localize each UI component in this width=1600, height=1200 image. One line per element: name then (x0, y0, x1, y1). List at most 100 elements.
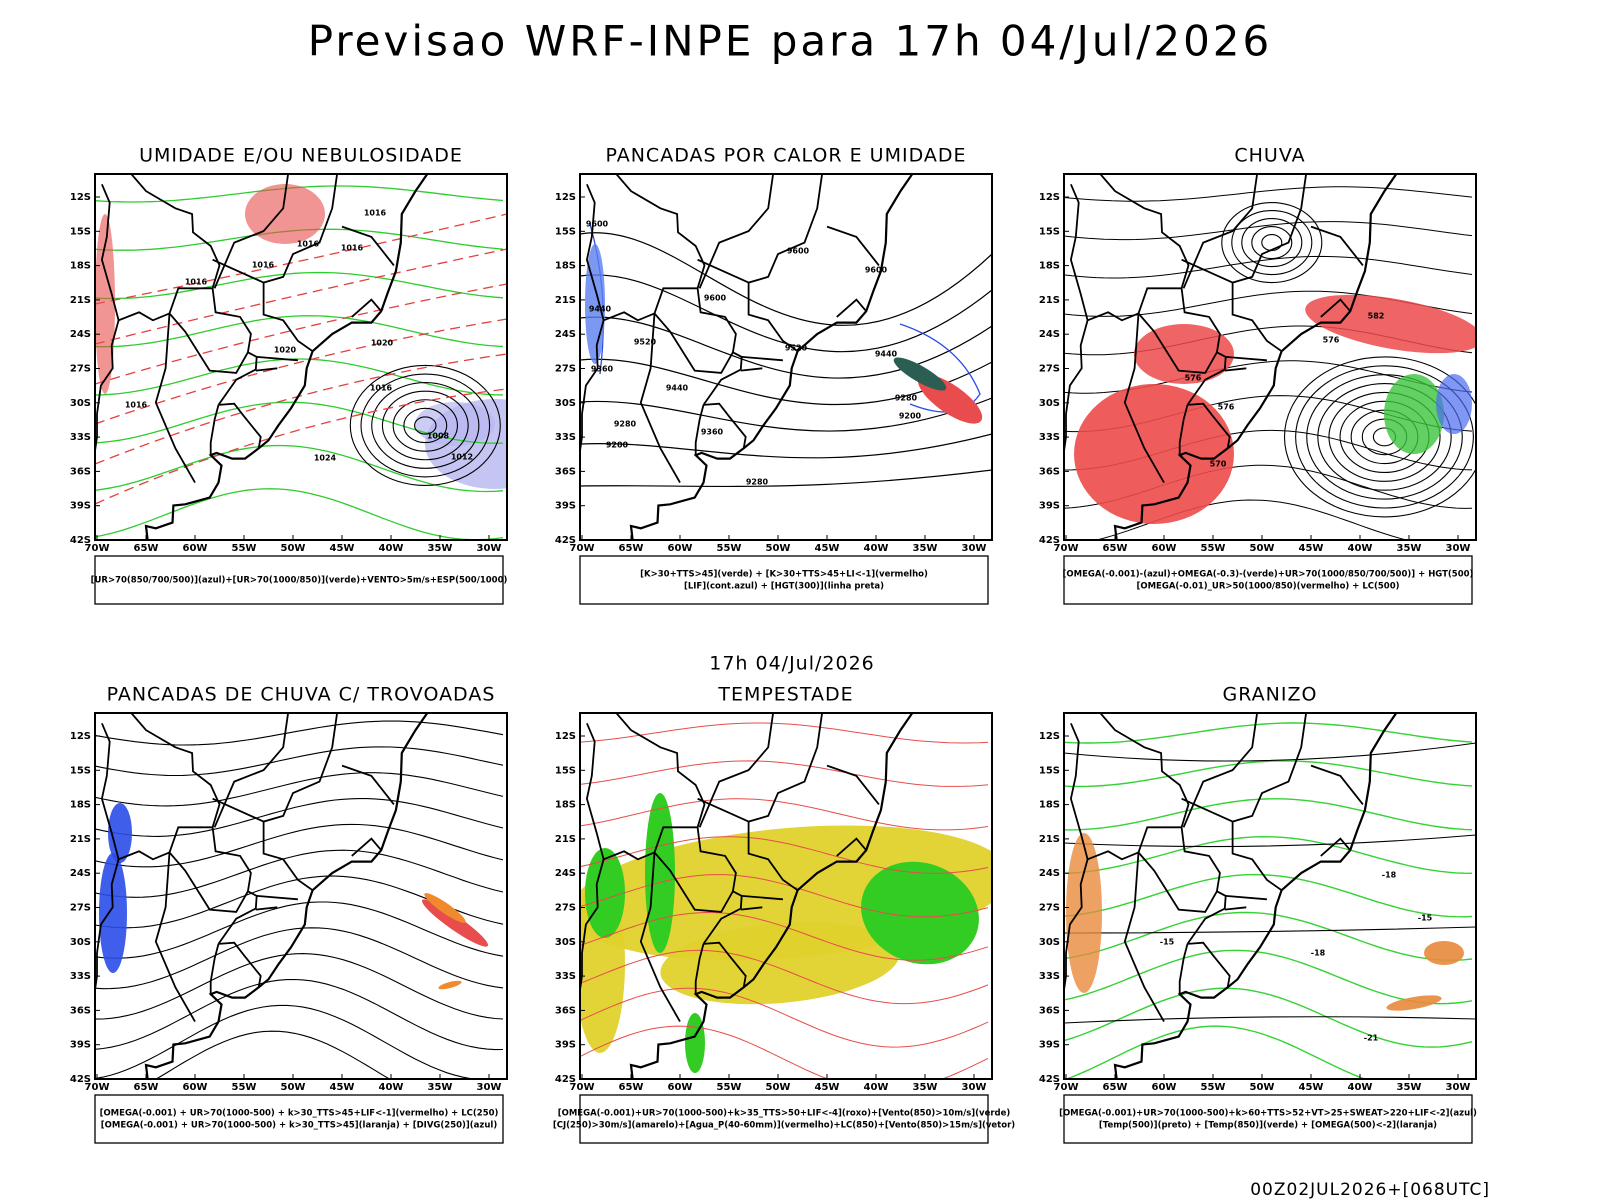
lon-label: 70W (85, 1082, 110, 1093)
border (1186, 351, 1227, 406)
border (341, 764, 395, 805)
contour-label: 1016 (297, 240, 320, 249)
contour-label: 576 (1323, 336, 1340, 345)
contour-line (1295, 365, 1474, 509)
coastline (629, 174, 914, 540)
lon-label: 40W (1348, 1082, 1373, 1093)
lat-label: 21S (70, 834, 91, 845)
legend-text: [OMEGA(-0.01)_UR>50(1000/850)(vermelho) … (1136, 582, 1399, 592)
streamline (95, 849, 504, 898)
streamline (1064, 873, 1473, 918)
border (1310, 225, 1364, 266)
contour-line (1283, 356, 1476, 518)
map-content (95, 713, 504, 1079)
border (255, 906, 278, 911)
contour-label: 1016 (185, 278, 208, 287)
lat-label: 21S (555, 834, 576, 845)
shaded-area (438, 980, 462, 990)
dashed-line (95, 283, 507, 385)
lon-label: 30W (477, 1082, 502, 1093)
lon-label: 65W (134, 543, 159, 554)
lat-label: 12S (1039, 192, 1060, 203)
shaded-area (421, 899, 489, 947)
lat-label: 39S (1039, 501, 1060, 512)
contour-line (414, 416, 437, 435)
contour-line (1231, 210, 1313, 276)
lon-label: 40W (1348, 543, 1373, 554)
lon-label: 55W (1201, 1082, 1226, 1093)
lon-label: 60W (668, 1082, 693, 1093)
shaded-area (1424, 941, 1464, 965)
lat-label: 30S (70, 937, 91, 948)
lat-label: 21S (1039, 834, 1060, 845)
lat-label: 15S (555, 226, 576, 237)
lat-label: 30S (1039, 398, 1060, 409)
lon-label: 60W (183, 543, 208, 554)
contour-line (1251, 226, 1293, 260)
border (154, 313, 196, 484)
legend-text: [K>30+TTS>45](verde) + [K>30+TTS>45+LI<-… (640, 570, 928, 580)
border (1069, 183, 1139, 322)
lat-label: 24S (70, 868, 91, 879)
lon-label: 65W (1103, 543, 1128, 554)
border (694, 404, 705, 456)
map-panel: 1016 1016 1016 1016 1016 1020 1020 1016 1008 1012… (70, 173, 508, 605)
lat-label: 12S (555, 731, 576, 742)
map-frame (1063, 173, 1477, 541)
lon-label: 35W (913, 543, 938, 554)
lat-label: 12S (555, 192, 576, 203)
contour-label: 9600 (787, 247, 810, 256)
border (1224, 906, 1247, 911)
border (95, 859, 120, 997)
contour-label: 1008 (427, 432, 450, 441)
lat-label: 36S (70, 1005, 91, 1016)
border (256, 356, 298, 362)
panel-title: PANCADAS DE CHUVA C/ TROVOADAS (107, 684, 496, 706)
contour-label: 9600 (586, 220, 609, 229)
streamline (95, 798, 504, 837)
border (1186, 890, 1227, 945)
lat-label: 27S (70, 364, 91, 375)
legend-box (1063, 1094, 1473, 1144)
streamline (95, 488, 504, 540)
lon-label: 55W (717, 1082, 742, 1093)
lon-label: 70W (85, 543, 110, 554)
lat-label: 21S (70, 295, 91, 306)
streamline (1064, 221, 1473, 241)
contour-label: 9520 (634, 338, 657, 347)
streamline (1064, 722, 1473, 744)
contour-label: 1012 (451, 453, 473, 462)
lat-label: 36S (70, 466, 91, 477)
streamline (95, 720, 504, 746)
border (697, 797, 749, 823)
lat-label: 30S (555, 398, 576, 409)
contour-label: 1024 (314, 454, 337, 463)
lon-label: 45W (330, 543, 355, 554)
height-contour (580, 274, 992, 353)
contour-line (360, 373, 491, 478)
streamline (580, 987, 989, 1048)
lat-label: 39S (555, 501, 576, 512)
border (1069, 722, 1139, 861)
border (703, 941, 747, 988)
lat-label: 36S (555, 1005, 576, 1016)
shaded-area (660, 921, 900, 1005)
legend-text: [OMEGA(-0.001) + UR>70(1000-500) + k>30_… (101, 1121, 498, 1131)
lat-label: 24S (555, 329, 576, 340)
border (351, 837, 382, 857)
lat-label: 36S (555, 466, 576, 477)
border (1231, 713, 1307, 891)
main-title: Previsao WRF-INPE para 17h 04/Jul/2026 (308, 17, 1272, 66)
contour-label: 9440 (666, 384, 689, 393)
lat-label: 39S (70, 1040, 91, 1051)
lon-label: 45W (1299, 1082, 1324, 1093)
lon-label: 35W (1397, 1082, 1422, 1093)
lon-label: 35W (1397, 543, 1422, 554)
lon-label: 35W (913, 1082, 938, 1093)
dashed-line (95, 213, 507, 305)
border (653, 826, 737, 913)
panel-title: PANCADAS POR CALOR E UMIDADE (605, 145, 966, 167)
legend-box (579, 555, 989, 605)
contour-label: 9200 (899, 412, 922, 421)
lon-label: 50W (1250, 1082, 1275, 1093)
